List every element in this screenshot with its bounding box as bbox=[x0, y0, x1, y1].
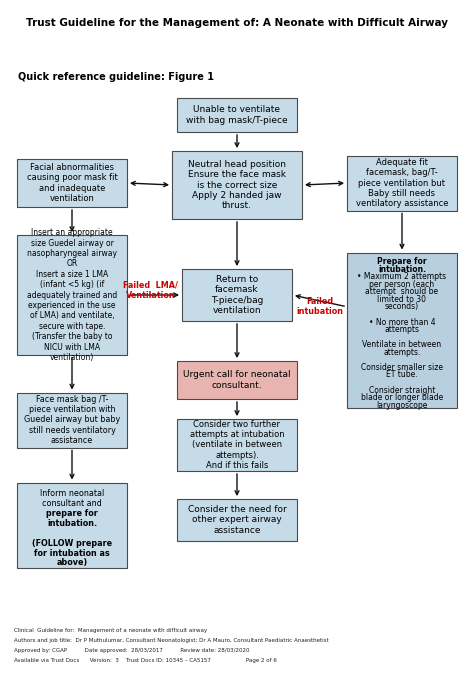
Text: Unable to ventilate
with bag mask/T-piece: Unable to ventilate with bag mask/T-piec… bbox=[186, 105, 288, 125]
Text: prepare for: prepare for bbox=[46, 508, 98, 517]
Text: Return to
facemask
T-piece/bag
ventilation: Return to facemask T-piece/bag ventilati… bbox=[211, 275, 263, 315]
Text: Trust Guideline for the Management of: A Neonate with Difficult Airway: Trust Guideline for the Management of: A… bbox=[26, 18, 448, 28]
Text: Consider two further
attempts at intubation
(ventilate in between
attempts).
And: Consider two further attempts at intubat… bbox=[190, 420, 284, 471]
FancyBboxPatch shape bbox=[177, 499, 297, 541]
Text: attempt  should be: attempt should be bbox=[365, 288, 438, 297]
Text: Adequate fit
facemask, bag/T-
piece ventilation but
Baby still needs
ventilatory: Adequate fit facemask, bag/T- piece vent… bbox=[356, 158, 448, 208]
Text: Neutral head position
Ensure the face mask
is the correct size
Apply 2 handed ja: Neutral head position Ensure the face ma… bbox=[188, 160, 286, 211]
FancyBboxPatch shape bbox=[17, 482, 127, 568]
Text: limited to 30: limited to 30 bbox=[377, 295, 427, 304]
Text: Face mask bag /T-
piece ventilation with
Guedel airway but baby
still needs vent: Face mask bag /T- piece ventilation with… bbox=[24, 395, 120, 445]
Text: Quick reference guideline: Figure 1: Quick reference guideline: Figure 1 bbox=[18, 72, 214, 82]
FancyBboxPatch shape bbox=[177, 361, 297, 399]
Text: (FOLLOW prepare: (FOLLOW prepare bbox=[32, 539, 112, 548]
Text: consultant and: consultant and bbox=[42, 499, 102, 508]
Text: Ventilate in between: Ventilate in between bbox=[363, 340, 442, 350]
Text: Consider smaller size: Consider smaller size bbox=[361, 363, 443, 372]
FancyBboxPatch shape bbox=[177, 98, 297, 132]
Text: above): above) bbox=[56, 559, 88, 568]
Text: laryngoscope: laryngoscope bbox=[376, 400, 428, 409]
Text: Consider straight: Consider straight bbox=[369, 385, 435, 395]
Text: attempts.: attempts. bbox=[383, 347, 421, 357]
Text: Failed
intubation: Failed intubation bbox=[296, 297, 343, 316]
Text: attempts: attempts bbox=[384, 325, 419, 334]
Text: Insert an appropriate
size Guedel airway or
nasopharyngeal airway
OR
Insert a si: Insert an appropriate size Guedel airway… bbox=[27, 228, 117, 362]
Text: • No more than 4: • No more than 4 bbox=[369, 318, 435, 327]
FancyBboxPatch shape bbox=[347, 252, 457, 407]
Text: Clinical  Guideline for:  Management of a neonate with difficult airway: Clinical Guideline for: Management of a … bbox=[14, 628, 207, 633]
FancyBboxPatch shape bbox=[17, 159, 127, 207]
FancyBboxPatch shape bbox=[172, 151, 302, 219]
Text: • Maximum 2 attempts: • Maximum 2 attempts bbox=[357, 272, 447, 281]
Text: Prepare for: Prepare for bbox=[377, 257, 427, 266]
Text: Consider the need for
other expert airway
assistance: Consider the need for other expert airwa… bbox=[188, 505, 286, 535]
Text: blade or longer blade: blade or longer blade bbox=[361, 393, 443, 402]
Text: intubation.: intubation. bbox=[47, 519, 97, 528]
Text: Authors and job title:  Dr P Muthulumar, Consultant Neonatologist; Dr A Mauro, C: Authors and job title: Dr P Muthulumar, … bbox=[14, 638, 328, 643]
FancyBboxPatch shape bbox=[17, 392, 127, 447]
Text: Facial abnormalities
causing poor mask fit
and inadequate
ventilation: Facial abnormalities causing poor mask f… bbox=[27, 163, 118, 203]
Text: ET tube.: ET tube. bbox=[386, 370, 418, 380]
Text: intubation.: intubation. bbox=[378, 265, 426, 274]
Text: Urgent call for neonatal
consultant.: Urgent call for neonatal consultant. bbox=[183, 370, 291, 389]
Text: Approved by: CGAP          Date approved:  28/03/2017          Review date: 28/0: Approved by: CGAP Date approved: 28/03/2… bbox=[14, 648, 249, 653]
Text: Inform neonatal: Inform neonatal bbox=[40, 488, 104, 497]
FancyBboxPatch shape bbox=[177, 419, 297, 471]
FancyBboxPatch shape bbox=[347, 155, 457, 211]
FancyBboxPatch shape bbox=[182, 269, 292, 321]
Text: Failed  LMA/
Ventilation: Failed LMA/ Ventilation bbox=[123, 280, 178, 300]
Text: seconds): seconds) bbox=[385, 303, 419, 312]
Text: per person (each: per person (each bbox=[369, 280, 435, 289]
FancyBboxPatch shape bbox=[17, 235, 127, 355]
Text: Available via Trust Docs      Version:  3    Trust Docs ID: 10345 – CA5157      : Available via Trust Docs Version: 3 Trus… bbox=[14, 658, 277, 663]
Text: for intubation as: for intubation as bbox=[34, 548, 110, 557]
